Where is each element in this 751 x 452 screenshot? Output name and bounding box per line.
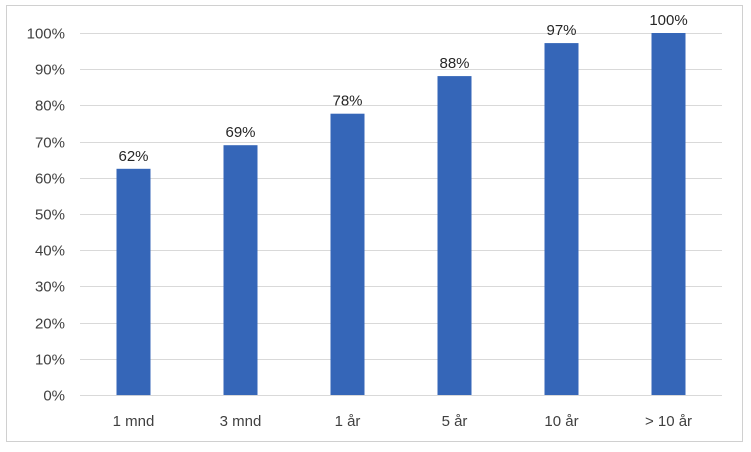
- y-tick-label: 70%: [35, 135, 65, 152]
- data-label: 78%: [332, 93, 362, 110]
- bar-5: [544, 43, 579, 395]
- bar-6: [651, 33, 686, 395]
- x-tick-label: 3 mnd: [220, 413, 262, 430]
- x-tick-label: > 10 år: [645, 413, 692, 430]
- data-labels: 62% 69% 78% 88% 97% 100%: [118, 12, 687, 165]
- x-tick-label: 10 år: [544, 413, 578, 430]
- bar-3: [330, 113, 365, 395]
- y-axis-tick-labels: 0% 10% 20% 30% 40% 50% 60% 70% 80% 90% 100%: [27, 26, 65, 405]
- x-axis-tick-labels: 1 mnd 3 mnd 1 år 5 år 10 år > 10 år: [113, 413, 692, 430]
- bar-1: [116, 168, 151, 396]
- x-tick-label: 5 år: [442, 413, 468, 430]
- gridlines: [80, 33, 722, 396]
- bars: [116, 33, 686, 396]
- y-tick-label: 100%: [27, 26, 65, 43]
- y-tick-label: 60%: [35, 171, 65, 188]
- y-tick-label: 50%: [35, 207, 65, 224]
- y-tick-label: 0%: [43, 388, 65, 405]
- y-tick-label: 40%: [35, 243, 65, 260]
- data-label: 69%: [225, 124, 255, 141]
- bar-4: [437, 76, 472, 395]
- y-tick-label: 30%: [35, 279, 65, 296]
- data-label: 97%: [546, 22, 576, 39]
- data-label: 100%: [649, 12, 687, 29]
- bar-2: [223, 145, 258, 395]
- y-tick-label: 10%: [35, 352, 65, 369]
- y-tick-label: 90%: [35, 62, 65, 79]
- x-tick-label: 1 mnd: [113, 413, 155, 430]
- data-label: 88%: [439, 55, 469, 72]
- data-label: 62%: [118, 148, 148, 165]
- y-tick-label: 20%: [35, 316, 65, 333]
- x-tick-label: 1 år: [335, 413, 361, 430]
- y-tick-label: 80%: [35, 98, 65, 115]
